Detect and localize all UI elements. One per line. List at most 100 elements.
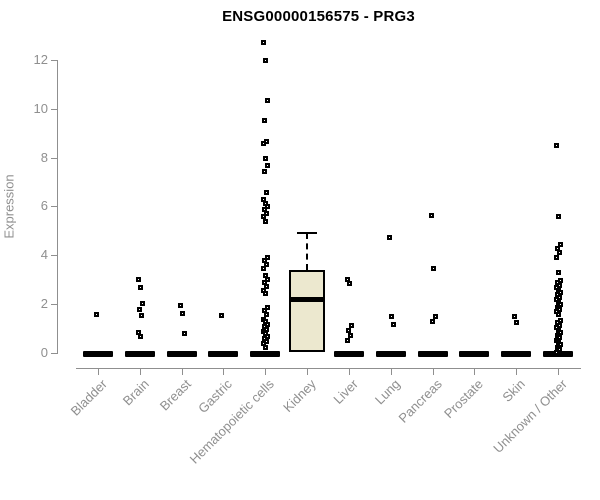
data-point xyxy=(219,313,225,319)
x-axis-tick xyxy=(474,369,476,375)
data-point xyxy=(263,219,269,225)
x-axis-tick xyxy=(265,369,267,375)
zero-points-bar xyxy=(501,351,532,357)
data-point xyxy=(429,319,435,325)
zero-points-bar xyxy=(375,351,406,357)
data-point xyxy=(390,321,396,327)
data-point xyxy=(557,249,563,255)
data-point xyxy=(346,281,352,287)
data-point xyxy=(344,337,350,343)
y-tick-label: 0 xyxy=(40,345,48,360)
data-point xyxy=(347,332,353,338)
y-tick-label: 8 xyxy=(40,149,48,165)
x-axis-tick xyxy=(181,369,183,375)
data-point xyxy=(388,314,394,320)
data-point xyxy=(137,285,143,291)
data-point xyxy=(181,331,187,337)
zero-points-bar xyxy=(417,351,448,357)
data-point xyxy=(554,254,560,260)
data-point xyxy=(136,307,142,313)
data-point xyxy=(558,242,564,248)
data-point xyxy=(263,155,269,161)
data-point xyxy=(261,140,267,146)
x-axis-tick xyxy=(390,369,392,375)
data-point xyxy=(264,261,270,267)
zero-points-bar xyxy=(124,351,155,357)
data-point xyxy=(94,311,99,317)
data-point xyxy=(179,310,185,316)
data-point xyxy=(345,327,351,333)
data-point xyxy=(556,270,562,276)
upper-whisker xyxy=(306,233,309,270)
data-point xyxy=(554,143,560,149)
data-point xyxy=(265,254,271,260)
y-tick-label: 10 xyxy=(33,100,48,116)
data-point xyxy=(135,276,141,282)
data-point xyxy=(263,291,269,297)
data-point xyxy=(265,304,271,310)
data-point xyxy=(264,283,270,289)
x-axis-tick xyxy=(432,369,434,375)
box-median-line xyxy=(289,297,326,303)
y-tick-label: 6 xyxy=(40,198,48,214)
data-point xyxy=(432,314,438,320)
x-axis-tick xyxy=(139,369,141,375)
x-axis-tick xyxy=(348,369,350,375)
x-axis-tick xyxy=(307,369,309,375)
data-point xyxy=(177,303,183,309)
x-axis-tick xyxy=(558,369,560,375)
data-point xyxy=(348,322,354,328)
y-axis-tick xyxy=(51,108,57,110)
data-point xyxy=(556,214,562,220)
data-point xyxy=(262,117,268,123)
data-point xyxy=(554,349,560,355)
box-iqr xyxy=(289,269,326,352)
y-tick-label: 2 xyxy=(40,296,48,312)
x-axis-tick xyxy=(98,369,99,375)
zero-points-bar xyxy=(250,351,281,357)
data-point xyxy=(263,344,269,350)
zero-points-bar xyxy=(459,351,490,357)
data-point xyxy=(514,320,520,326)
data-point xyxy=(263,57,269,63)
data-point xyxy=(261,39,267,45)
data-point xyxy=(137,333,143,339)
y-axis-tick xyxy=(51,59,57,61)
y-tick-label: 4 xyxy=(40,247,48,263)
y-axis-tick xyxy=(51,157,57,159)
zero-points-bar xyxy=(208,351,239,357)
data-point xyxy=(556,311,562,317)
data-point xyxy=(430,265,436,271)
data-point xyxy=(264,189,270,195)
y-axis-title: Expression xyxy=(1,174,17,239)
data-point xyxy=(262,169,268,175)
data-point xyxy=(344,276,350,282)
data-point xyxy=(265,276,271,282)
y-axis-tick xyxy=(51,353,57,354)
data-point xyxy=(139,300,145,306)
y-axis-tick xyxy=(51,304,57,306)
x-axis-tick xyxy=(223,369,225,375)
y-axis-line xyxy=(57,59,58,354)
y-axis-tick xyxy=(51,206,57,208)
data-point xyxy=(138,313,144,319)
zero-points-bar xyxy=(83,351,113,357)
x-axis-line xyxy=(76,368,581,369)
data-point xyxy=(264,311,270,317)
zero-points-bar xyxy=(333,351,364,357)
data-point xyxy=(261,214,267,220)
zero-points-bar xyxy=(166,351,197,357)
data-point xyxy=(261,265,267,271)
data-point xyxy=(265,162,271,168)
data-point xyxy=(428,213,434,219)
data-point xyxy=(512,314,518,320)
data-point xyxy=(386,235,392,240)
whisker-cap xyxy=(297,232,318,235)
data-point xyxy=(265,98,271,104)
chart-title: ENSG00000156575 - PRG3 xyxy=(222,8,415,25)
data-point xyxy=(264,210,270,216)
y-axis-tick xyxy=(51,255,57,257)
x-axis-tick xyxy=(516,369,518,375)
y-tick-label: 12 xyxy=(33,51,48,67)
